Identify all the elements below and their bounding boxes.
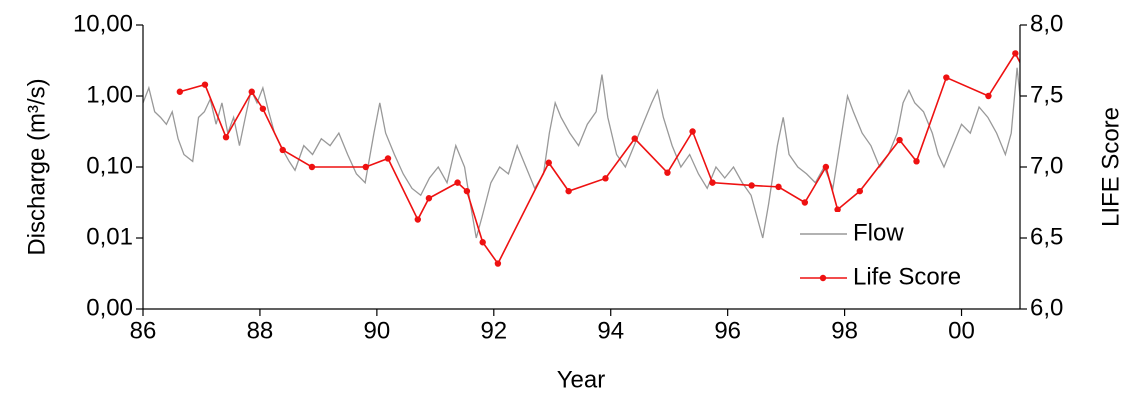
x-tick-label: 92 <box>480 317 507 344</box>
legend-marker <box>819 274 827 282</box>
data-point <box>176 88 184 95</box>
data-point <box>259 105 267 112</box>
y-tick-label: 0,01 <box>86 223 133 250</box>
data-point <box>479 239 486 246</box>
legend-label: Life Score <box>853 263 961 290</box>
plot-area <box>143 50 1020 267</box>
data-point <box>201 81 209 88</box>
data-point <box>248 88 255 95</box>
legend-box <box>795 212 1010 304</box>
series-line <box>179 51 1020 266</box>
y2-tick-label: 6,0 <box>1030 294 1063 321</box>
x-tick-label: 88 <box>247 317 274 344</box>
y-tick-label: 0,00 <box>86 294 133 321</box>
y2-axis-title: LIFE Score <box>1097 107 1124 227</box>
data-point <box>545 159 552 166</box>
data-point <box>222 133 230 141</box>
x-tick-label: 96 <box>714 317 741 344</box>
data-point <box>279 146 286 154</box>
data-point <box>664 169 671 176</box>
data-point <box>362 163 369 171</box>
data-point <box>631 135 638 142</box>
data-point <box>943 74 950 81</box>
data-point <box>822 163 830 171</box>
data-point <box>801 199 809 206</box>
data-point <box>913 158 920 165</box>
y-tick-label: 10,00 <box>73 10 133 37</box>
data-point <box>494 260 502 267</box>
data-point <box>748 182 755 189</box>
y2-tick-label: 7,5 <box>1030 81 1063 108</box>
data-point <box>414 216 421 223</box>
y-axis-title: Discharge (m³/s) <box>23 78 50 255</box>
data-point <box>425 195 433 202</box>
legend-label: Flow <box>853 219 904 246</box>
data-point <box>1012 50 1019 57</box>
data-point <box>896 136 903 144</box>
data-point <box>308 163 316 171</box>
series-line <box>143 67 1020 239</box>
x-tick-label: 94 <box>597 317 624 344</box>
x-tick-label: 00 <box>948 317 975 344</box>
data-point <box>834 206 841 213</box>
data-point <box>985 92 992 100</box>
data-point <box>454 179 461 186</box>
data-point <box>565 187 572 195</box>
y2-tick-label: 7,0 <box>1030 152 1063 179</box>
data-point <box>856 187 864 195</box>
x-tick-label: 90 <box>364 317 391 344</box>
data-point <box>602 175 609 182</box>
y2-tick-label: 8,0 <box>1030 10 1063 37</box>
y-tick-label: 1,00 <box>86 81 133 108</box>
data-point <box>689 128 696 135</box>
x-axis-title: Year <box>557 366 606 393</box>
y-tick-label: 0,10 <box>86 152 133 179</box>
data-point <box>384 155 392 162</box>
y2-tick-label: 6,5 <box>1030 223 1063 250</box>
data-point <box>463 187 471 195</box>
x-tick-label: 86 <box>130 317 157 344</box>
data-point <box>775 183 782 191</box>
data-point <box>709 179 716 186</box>
x-tick-label: 98 <box>831 317 858 344</box>
